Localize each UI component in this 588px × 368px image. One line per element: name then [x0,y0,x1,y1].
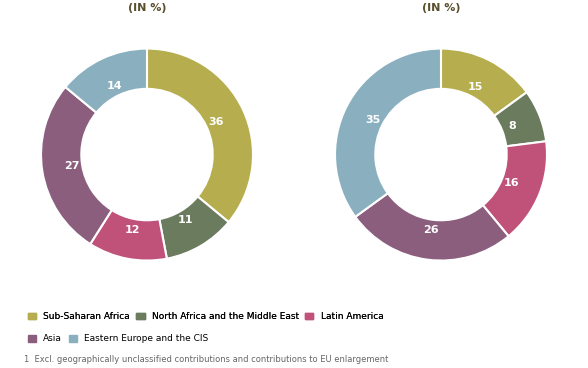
Text: 12: 12 [125,224,141,234]
Text: 1  Excl. geographically unclassified contributions and contributions to EU enlar: 1 Excl. geographically unclassified cont… [24,355,388,364]
Wedge shape [335,49,441,217]
Title: SDC BILATERAL
GEOGRAPHICAL
BREAKDOWN 2016¹
(IN %): SDC BILATERAL GEOGRAPHICAL BREAKDOWN 201… [86,0,208,13]
Legend: Asia, Eastern Europe and the CIS: Asia, Eastern Europe and the CIS [28,334,208,343]
Wedge shape [441,49,527,116]
Wedge shape [147,49,253,222]
Text: 14: 14 [106,81,122,91]
Text: 8: 8 [508,121,516,131]
Wedge shape [65,49,147,113]
Wedge shape [41,87,112,244]
Wedge shape [159,197,229,259]
Text: 11: 11 [178,215,193,225]
Legend: Sub-Saharan Africa, North Africa and the Middle East, Latin America: Sub-Saharan Africa, North Africa and the… [28,312,383,321]
Text: 36: 36 [208,117,224,127]
Circle shape [407,121,475,188]
Text: 27: 27 [64,162,79,171]
Text: 26: 26 [423,225,439,235]
Wedge shape [355,193,509,261]
Wedge shape [494,92,546,146]
Wedge shape [483,141,547,236]
Text: 15: 15 [468,82,483,92]
Wedge shape [90,210,167,261]
Title: SECO BILATERAL
GEOGRAPHICAL
BREAKDOWN 2016¹
(IN %): SECO BILATERAL GEOGRAPHICAL BREAKDOWN 20… [380,0,502,13]
Circle shape [113,121,181,188]
Text: 16: 16 [504,178,520,188]
Text: 35: 35 [365,115,380,125]
